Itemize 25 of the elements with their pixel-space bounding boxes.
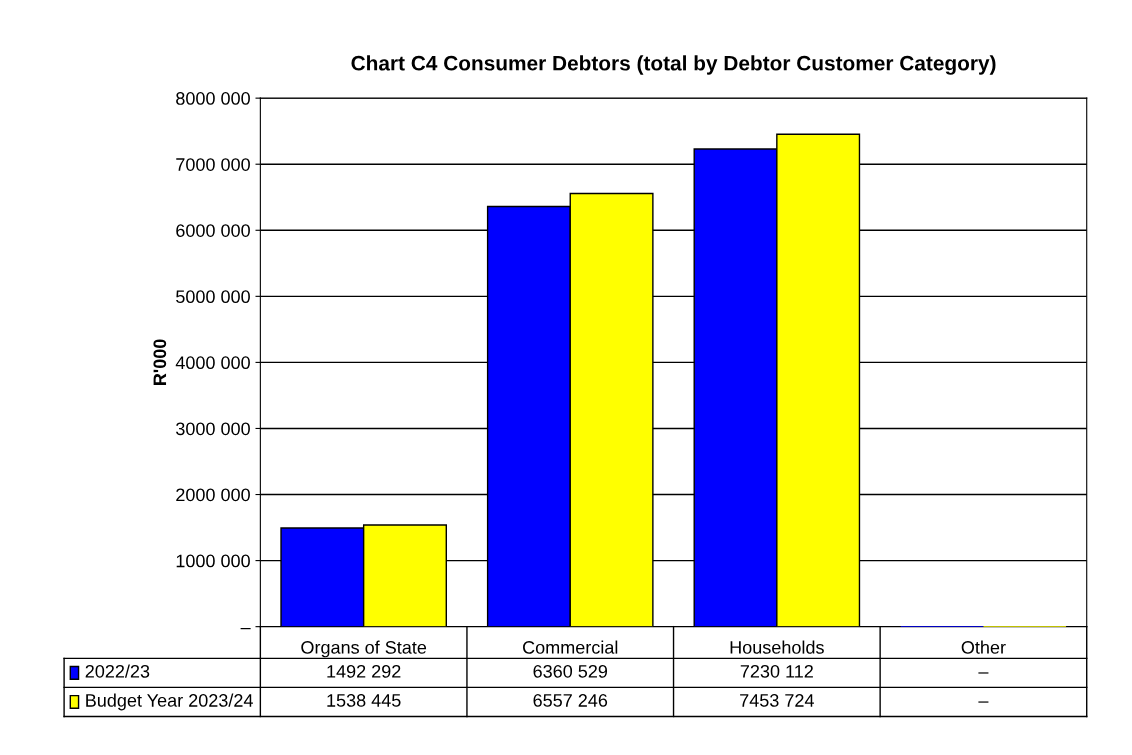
data-label: 6557 246 [533, 694, 608, 707]
y-axis-title: R'000 [153, 339, 167, 385]
data-label: 7453 724 [740, 694, 814, 707]
data-label: 1538 445 [327, 694, 401, 707]
data-label: 6360 529 [533, 664, 608, 678]
y-tick-label: 2000 000 [176, 488, 250, 502]
y-tick-label: 1000 000 [176, 554, 250, 568]
x-tick-label: Organs of State [301, 640, 427, 658]
y-tick-label: 6000 000 [176, 224, 250, 237]
y-tick-label: 3000 000 [176, 422, 250, 436]
legend-label: Budget Year 2023/24 [86, 693, 253, 711]
y-tick-label: 4000 000 [175, 356, 250, 370]
x-tick-label: Other [961, 640, 1006, 654]
legend-label: 2022/23 [85, 664, 150, 678]
y-tick-label: 5000 000 [176, 290, 250, 304]
data-label: 7230 112 [740, 664, 813, 678]
y-tick-label: 8000 000 [176, 92, 250, 105]
chart-title: Chart C4 Consumer Debtors (total by Debtor Customer Category) [351, 55, 996, 75]
x-tick-label: Households [730, 640, 824, 654]
y-tick-label: 7000 000 [176, 158, 250, 171]
y-tick-label: – [240, 628, 251, 630]
data-label: 1492 292 [327, 664, 401, 678]
data-label: – [978, 672, 989, 674]
data-label: – [978, 701, 989, 703]
x-tick-label: Commercial [523, 640, 618, 654]
